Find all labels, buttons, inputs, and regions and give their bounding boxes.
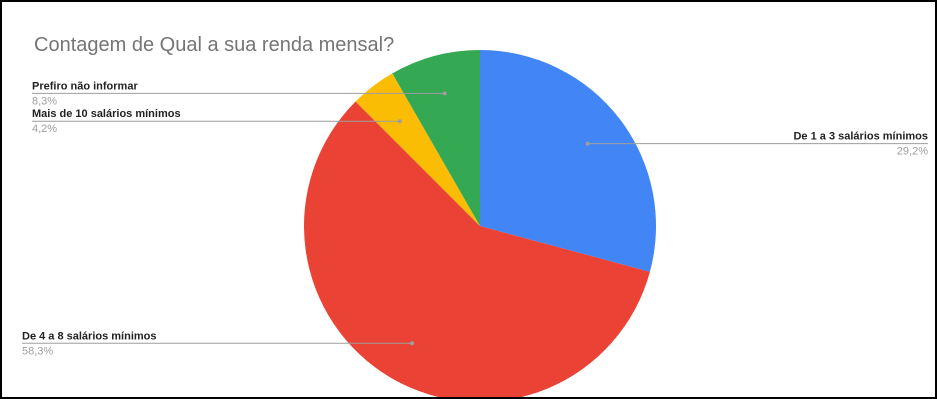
pie-slice <box>480 50 657 272</box>
slice-percent: 8,3% <box>32 95 57 107</box>
slice-label: De 4 a 8 salários mínimos <box>22 330 157 342</box>
slice-percent: 4,2% <box>32 123 57 135</box>
leader-dot <box>442 91 447 96</box>
pie-slice <box>304 101 650 397</box>
slice-percent: 58,3% <box>22 345 53 357</box>
chart-title: Contagem de Qual a sua renda mensal? <box>34 34 395 56</box>
pie-slice <box>392 50 480 226</box>
leader-dot <box>585 141 590 146</box>
slice-label: De 1 a 3 salários mínimos <box>793 131 928 143</box>
leader-dot <box>410 341 415 346</box>
slice-label: Prefiro não informar <box>32 80 138 92</box>
pie-slice <box>355 73 480 226</box>
leader-dot <box>397 119 402 124</box>
slice-label: Mais de 10 salários mínimos <box>32 108 181 120</box>
slice-percent: 29,2% <box>897 146 928 158</box>
